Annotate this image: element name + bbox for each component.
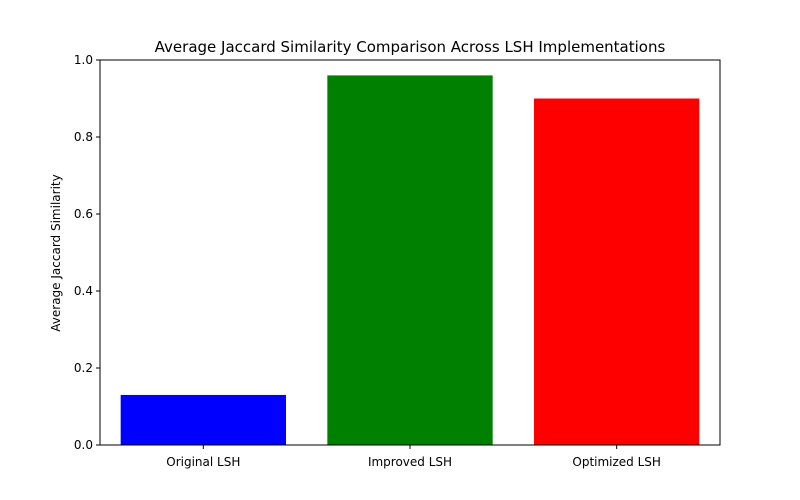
ticks-layer: Original LSH Improved LSH Optimized LSH 0.0… xyxy=(74,53,661,469)
bar-original-lsh xyxy=(120,394,287,445)
y-tick-label: 1.0 xyxy=(74,53,93,67)
y-tick-label: 0.2 xyxy=(74,361,93,375)
x-tick-label: Improved LSH xyxy=(368,455,452,469)
x-tick-label: Original LSH xyxy=(166,455,240,469)
bars-layer xyxy=(120,75,700,446)
y-tick-label: 0.0 xyxy=(74,438,93,452)
bar-improved-lsh xyxy=(327,75,493,446)
y-tick-label: 0.6 xyxy=(74,207,93,221)
y-tick-label: 0.4 xyxy=(74,284,93,298)
y-tick-label: 0.8 xyxy=(74,130,93,144)
bar-optimized-lsh xyxy=(534,98,700,445)
y-axis-label: Average Jaccard Similarity xyxy=(49,174,63,331)
x-tick-label: Optimized LSH xyxy=(572,455,661,469)
chart-title: Average Jaccard Similarity Comparison Ac… xyxy=(155,38,666,56)
